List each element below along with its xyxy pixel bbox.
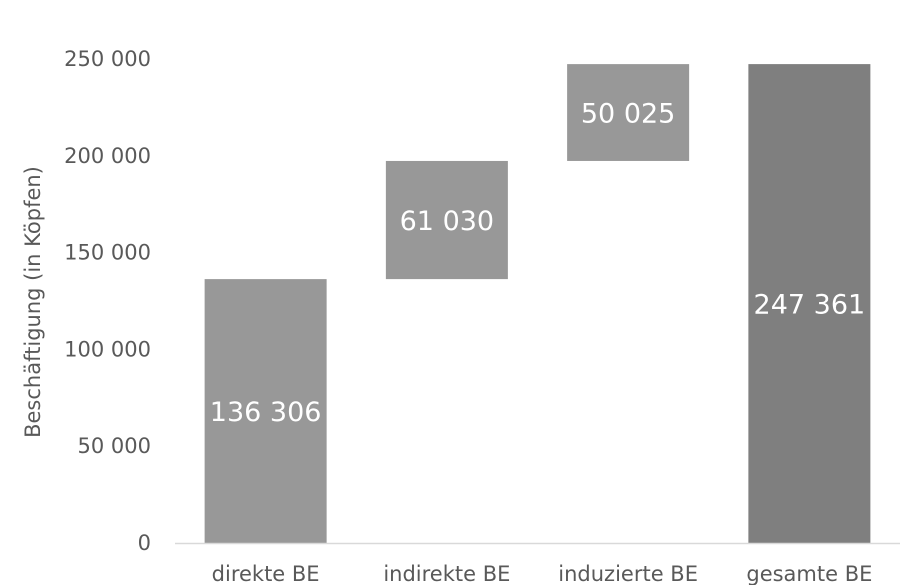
x-category-label: indirekte BE — [383, 562, 510, 585]
bars — [204, 64, 871, 543]
bar — [748, 64, 871, 543]
bar — [385, 160, 508, 280]
bar — [567, 64, 690, 161]
y-tick-label: 150 000 — [64, 241, 151, 265]
y-tick-label: 200 000 — [64, 144, 151, 168]
x-axis-categories: direkte BE indirekte BE induzierte BE gesam… — [212, 562, 873, 585]
y-tick-label: 100 000 — [64, 337, 151, 361]
data-label: 136 306 — [210, 397, 322, 428]
data-label: 61 030 — [400, 206, 494, 237]
bar — [204, 279, 327, 543]
x-category-label: induzierte BE — [558, 562, 698, 585]
y-tick-label: 250 000 — [64, 47, 151, 71]
x-category-label: direkte BE — [212, 562, 320, 585]
data-label: 50 025 — [581, 99, 675, 130]
y-tick-label: 50 000 — [78, 434, 151, 458]
x-category-label: gesamte BE — [746, 562, 872, 585]
y-axis-title: Beschäftigung (in Köpfen) — [21, 166, 45, 438]
data-labels: 136 306 61 030 50 025 247 361 — [210, 99, 865, 429]
y-tick-label: 0 — [138, 531, 151, 555]
y-axis-ticks: 0 50 000 100 000 150 000 200 000 250 000 — [64, 47, 151, 555]
data-label: 247 361 — [754, 290, 866, 321]
